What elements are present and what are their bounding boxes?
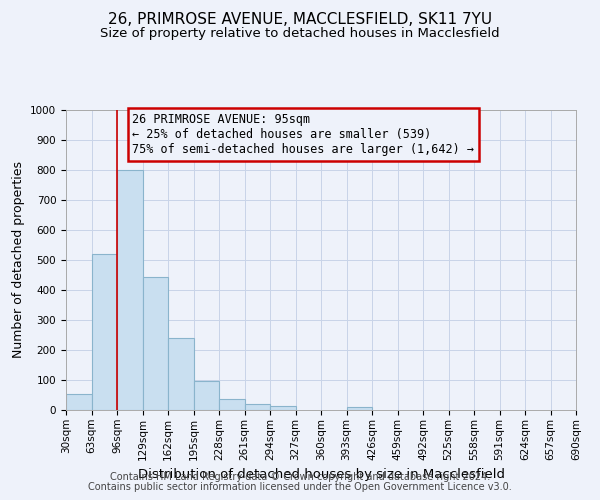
Bar xyxy=(143,276,168,410)
Bar xyxy=(219,398,245,410)
Bar xyxy=(270,406,296,410)
Y-axis label: Number of detached properties: Number of detached properties xyxy=(11,162,25,358)
Bar xyxy=(347,407,372,410)
Text: Contains HM Land Registry data © Crown copyright and database right 2024.: Contains HM Land Registry data © Crown c… xyxy=(110,472,490,482)
Bar xyxy=(91,254,117,410)
Bar xyxy=(117,170,143,410)
Bar xyxy=(168,338,193,410)
Text: Size of property relative to detached houses in Macclesfield: Size of property relative to detached ho… xyxy=(100,28,500,40)
Text: Contains public sector information licensed under the Open Government Licence v3: Contains public sector information licen… xyxy=(88,482,512,492)
Bar xyxy=(66,394,91,410)
Text: 26 PRIMROSE AVENUE: 95sqm
← 25% of detached houses are smaller (539)
75% of semi: 26 PRIMROSE AVENUE: 95sqm ← 25% of detac… xyxy=(133,113,475,156)
Bar xyxy=(245,404,270,410)
Text: 26, PRIMROSE AVENUE, MACCLESFIELD, SK11 7YU: 26, PRIMROSE AVENUE, MACCLESFIELD, SK11 … xyxy=(108,12,492,28)
Bar xyxy=(193,380,219,410)
X-axis label: Distribution of detached houses by size in Macclesfield: Distribution of detached houses by size … xyxy=(137,468,505,481)
